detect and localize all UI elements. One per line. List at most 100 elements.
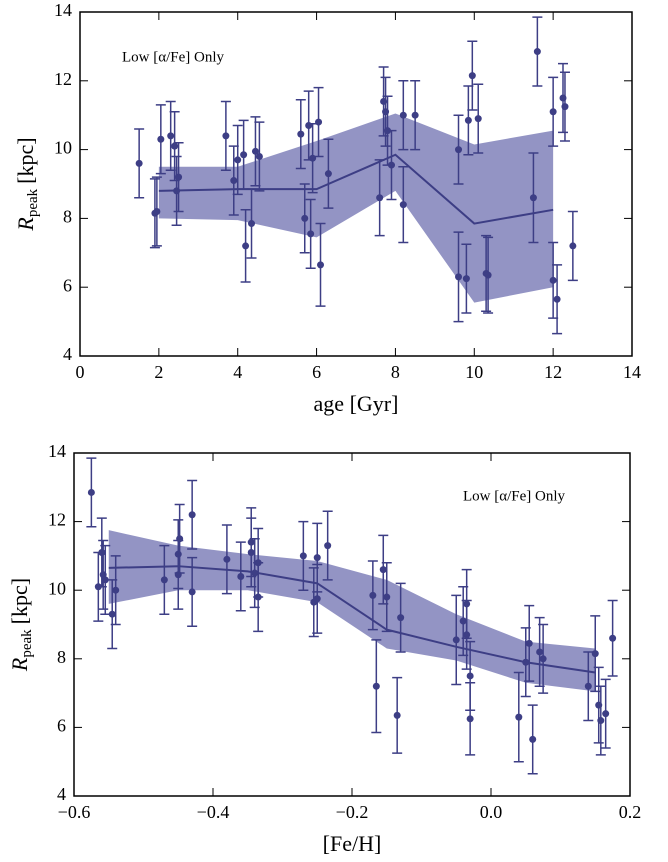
- data-point: [87, 488, 95, 496]
- y-tick-label: 12: [48, 510, 66, 530]
- data-point: [468, 72, 476, 80]
- x-tick-label: 0.0: [480, 802, 503, 822]
- x-axis-label: age [Gyr]: [314, 391, 399, 416]
- data-point: [376, 194, 384, 202]
- x-axis-label: [Fe/H]: [323, 831, 382, 856]
- data-point: [466, 715, 474, 723]
- x-tick-label: 2: [154, 362, 163, 382]
- data-point: [188, 511, 196, 519]
- data-point: [313, 595, 321, 603]
- data-point: [222, 132, 230, 140]
- data-point: [529, 194, 537, 202]
- data-point: [379, 566, 387, 574]
- x-tick-label: −0.4: [197, 802, 230, 822]
- data-point: [515, 713, 523, 721]
- y-label-symbol: R: [13, 217, 38, 232]
- data-point: [174, 550, 182, 558]
- y-label-unit: [kpc]: [13, 137, 38, 183]
- data-point: [549, 108, 557, 116]
- data-point: [317, 261, 325, 269]
- y-tick-label: 6: [57, 716, 66, 736]
- data-point: [234, 156, 242, 164]
- x-tick-label: 10: [465, 362, 483, 382]
- data-point: [383, 593, 391, 601]
- data-point: [247, 548, 255, 556]
- data-point: [176, 535, 184, 543]
- y-label-unit: [kpc]: [7, 578, 32, 624]
- y-tick-label: 6: [63, 275, 72, 295]
- y-tick-label: 8: [57, 647, 66, 667]
- panel: 0 2 4 6 8 10 12 14 4 6 8 10 12 14 Low [α/Fe] Only age […: [13, 0, 641, 416]
- x-tick-label: 14: [623, 362, 641, 382]
- data-point: [242, 242, 250, 250]
- y-tick-label: 12: [54, 69, 72, 89]
- data-point: [549, 276, 557, 284]
- data-point: [167, 132, 175, 140]
- data-point: [153, 208, 161, 216]
- data-point: [553, 295, 561, 303]
- x-tick-label: 0: [76, 362, 85, 382]
- data-point: [255, 152, 263, 160]
- confidence-band: [158, 113, 554, 303]
- data-point: [324, 170, 332, 178]
- data-point: [411, 111, 419, 119]
- data-point: [223, 555, 231, 563]
- data-point: [135, 159, 143, 167]
- data-point: [299, 552, 307, 560]
- y-label-subscript: peak: [19, 629, 35, 658]
- data-point: [393, 711, 401, 719]
- data-point: [397, 614, 405, 622]
- data-point: [533, 48, 541, 56]
- panel: −0.6 −0.4 −0.2 0.0 0.2 4 6 8 10 12 14 Low [α/Fe] On…: [7, 441, 641, 856]
- data-point: [529, 735, 537, 743]
- y-tick-label: 4: [63, 344, 72, 364]
- data-point: [171, 142, 179, 150]
- data-point: [324, 542, 332, 550]
- data-point: [251, 569, 259, 577]
- x-tick-label: 4: [233, 362, 242, 382]
- data-point: [251, 147, 259, 155]
- x-tick-label: 8: [391, 362, 400, 382]
- x-tick-label: −0.6: [58, 802, 91, 822]
- data-point: [455, 273, 463, 281]
- data-point: [399, 111, 407, 119]
- data-point: [459, 617, 467, 625]
- data-point: [539, 655, 547, 663]
- data-point: [464, 116, 472, 124]
- data-point: [561, 103, 569, 111]
- y-label-symbol: R: [7, 657, 32, 672]
- data-point: [112, 586, 120, 594]
- data-point: [237, 572, 245, 580]
- annotation: Low [α/Fe] Only: [122, 49, 225, 65]
- data-point: [609, 634, 617, 642]
- data-point: [584, 682, 592, 690]
- data-point: [399, 201, 407, 209]
- y-tick-label: 8: [63, 207, 72, 227]
- data-point: [307, 230, 315, 238]
- data-point: [157, 135, 165, 143]
- y-tick-label: 14: [54, 0, 72, 20]
- y-tick-label: 10: [54, 138, 72, 158]
- y-label-subscript: peak: [25, 188, 41, 217]
- data-point: [369, 591, 377, 599]
- data-point: [313, 554, 321, 562]
- y-axis-label: Rpeak [kpc]: [13, 137, 41, 231]
- data-point: [315, 118, 323, 126]
- data-point: [536, 648, 544, 656]
- median-line: [158, 153, 554, 225]
- annotation: Low [α/Fe] Only: [463, 488, 566, 504]
- y-tick-label: 4: [57, 784, 66, 804]
- data-point: [98, 548, 106, 556]
- data-point: [230, 177, 238, 185]
- data-point: [463, 631, 471, 639]
- data-point: [525, 639, 533, 647]
- data-point: [387, 161, 395, 169]
- data-point: [254, 559, 262, 567]
- data-point: [569, 242, 577, 250]
- x-tick-label: −0.2: [336, 802, 369, 822]
- data-point: [591, 650, 599, 658]
- data-point: [462, 275, 470, 283]
- data-point: [597, 717, 605, 725]
- data-point: [188, 588, 196, 596]
